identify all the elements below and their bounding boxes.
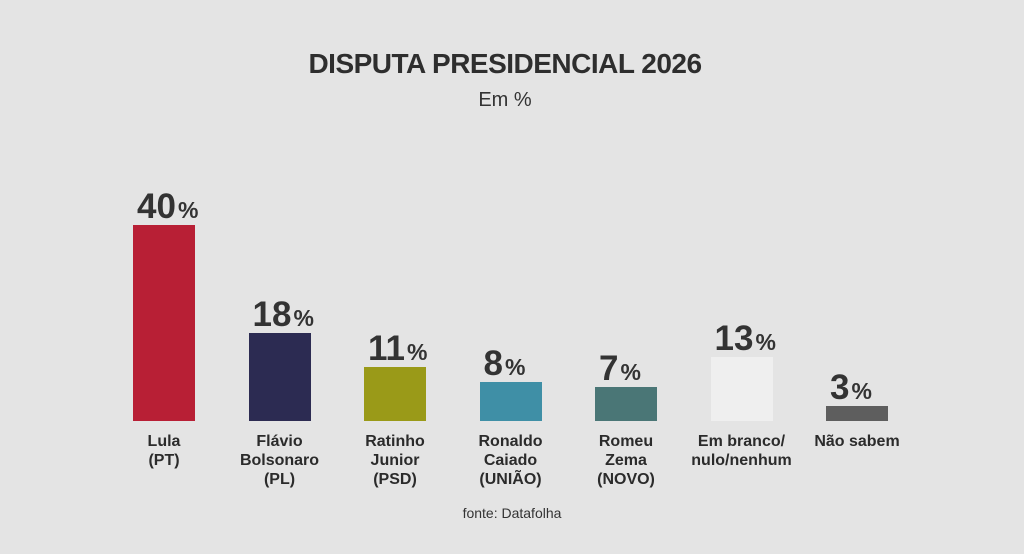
data-label-unit: % [755, 329, 776, 356]
category-label-line: Bolsonaro [239, 452, 320, 469]
bar [133, 225, 195, 421]
category-label: Flávio Bolsonaro (PL) [205, 432, 355, 489]
bar [479, 381, 542, 421]
chart-title: DISPUTA PRESIDENCIAL 2026 [308, 48, 702, 79]
data-label-unit: % [504, 353, 526, 380]
bar [595, 386, 657, 421]
category-label: Ronaldo Caiado (UNIÃO) [436, 432, 586, 489]
data-label-unit: % [177, 197, 199, 223]
bar [364, 367, 426, 421]
category-label-line: Caiado [483, 452, 538, 469]
category-label-line: (UNIÃO) [479, 471, 542, 488]
category-label: Ratinho Junior (PSD) [320, 432, 470, 489]
data-label: 18% [253, 295, 314, 335]
category-label-line: (PT) [148, 452, 180, 469]
category-label-line: Romeu [598, 433, 654, 450]
data-label-value: 3 [830, 368, 850, 408]
data-label: 7% [599, 349, 641, 389]
category-label-line: nulo/nenhum [691, 452, 792, 469]
category-label-line: (PSD) [373, 471, 417, 488]
category-label-line: Ratinho [365, 433, 425, 450]
data-label-unit: % [293, 304, 314, 331]
category-label: Lula (PT) [89, 432, 239, 470]
chart-subtitle: Em % [478, 89, 532, 111]
data-label-unit: % [851, 378, 872, 405]
data-label-value: 40 [137, 187, 176, 226]
data-label-value: 18 [252, 294, 292, 334]
bar [826, 406, 888, 421]
category-label-line: Em branco/ [697, 433, 786, 450]
category-label-line: Ronaldo [478, 433, 543, 450]
bar [248, 332, 311, 421]
source-note: fonte: Datafolha [462, 505, 562, 521]
data-label: 3% [830, 368, 872, 408]
category-label-line: Lula [147, 433, 181, 450]
category-label: Romeu Zema (NOVO) [551, 432, 701, 489]
category-label-line: (PL) [263, 471, 296, 488]
category-label: Não sabem [782, 432, 932, 451]
data-label-value: 11 [368, 329, 405, 369]
category-label-line: Junior [370, 452, 420, 469]
bar [710, 357, 773, 421]
data-label-value: 8 [483, 343, 503, 383]
category-label-line: Flávio [256, 433, 303, 450]
data-label-value: 7 [599, 348, 619, 388]
category-label-line: Não sabem [814, 433, 900, 450]
data-label-value: 13 [714, 319, 754, 359]
data-label: 8% [484, 344, 526, 384]
category-label: Em branco/nulo/nenhum [667, 432, 817, 470]
category-label-line: (NOVO) [597, 471, 655, 488]
data-label: 11% [368, 329, 427, 369]
data-label: 13% [715, 319, 776, 359]
data-label-unit: % [620, 358, 641, 385]
data-label: 40% [137, 187, 198, 227]
category-label-line: Zema [605, 452, 647, 469]
data-label-unit: % [407, 339, 428, 366]
